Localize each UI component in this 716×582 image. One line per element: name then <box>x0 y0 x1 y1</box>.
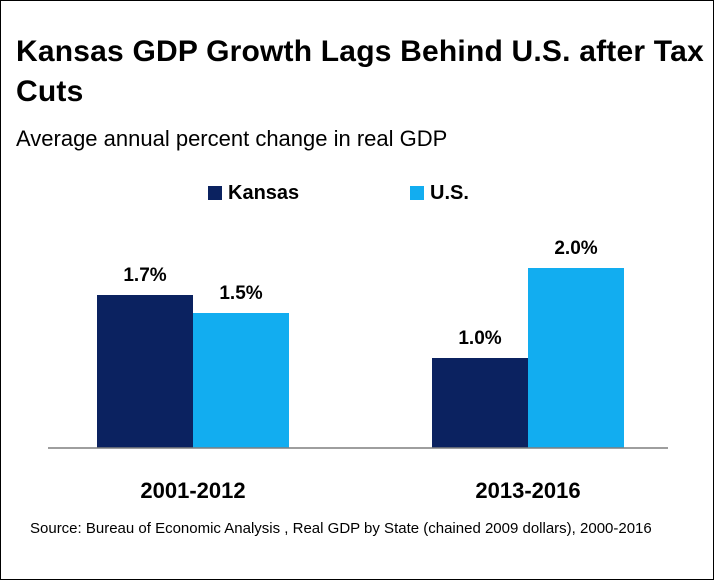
legend-item-kansas: Kansas <box>208 180 299 206</box>
chart-subtitle: Average annual percent change in real GD… <box>16 126 448 151</box>
bar-us-2013-2016 <box>528 268 624 448</box>
data-label-kansas-2001-2012: 1.7% <box>123 265 166 286</box>
chart-title: Kansas GDP Growth Lags Behind U.S. after… <box>16 35 704 108</box>
data-label-us-2013-2016: 2.0% <box>554 238 597 259</box>
x-tick-label-2013-2016: 2013-2016 <box>475 478 580 503</box>
source-note: Source: Bureau of Economic Analysis , Re… <box>30 520 652 537</box>
legend: Kansas U.S. <box>0 180 716 210</box>
legend-swatch-kansas <box>208 186 222 200</box>
legend-swatch-us <box>410 186 424 200</box>
x-tick-label-2001-2012: 2001-2012 <box>140 478 245 503</box>
legend-item-us: U.S. <box>410 180 469 206</box>
data-label-us-2001-2012: 1.5% <box>219 283 262 304</box>
legend-label-us: U.S. <box>430 182 469 204</box>
data-label-kansas-2013-2016: 1.0% <box>458 328 501 349</box>
bar-kansas-2013-2016 <box>432 358 528 448</box>
bar-kansas-2001-2012 <box>97 295 193 448</box>
bar-us-2001-2012 <box>193 313 289 448</box>
legend-label-kansas: Kansas <box>228 182 300 204</box>
